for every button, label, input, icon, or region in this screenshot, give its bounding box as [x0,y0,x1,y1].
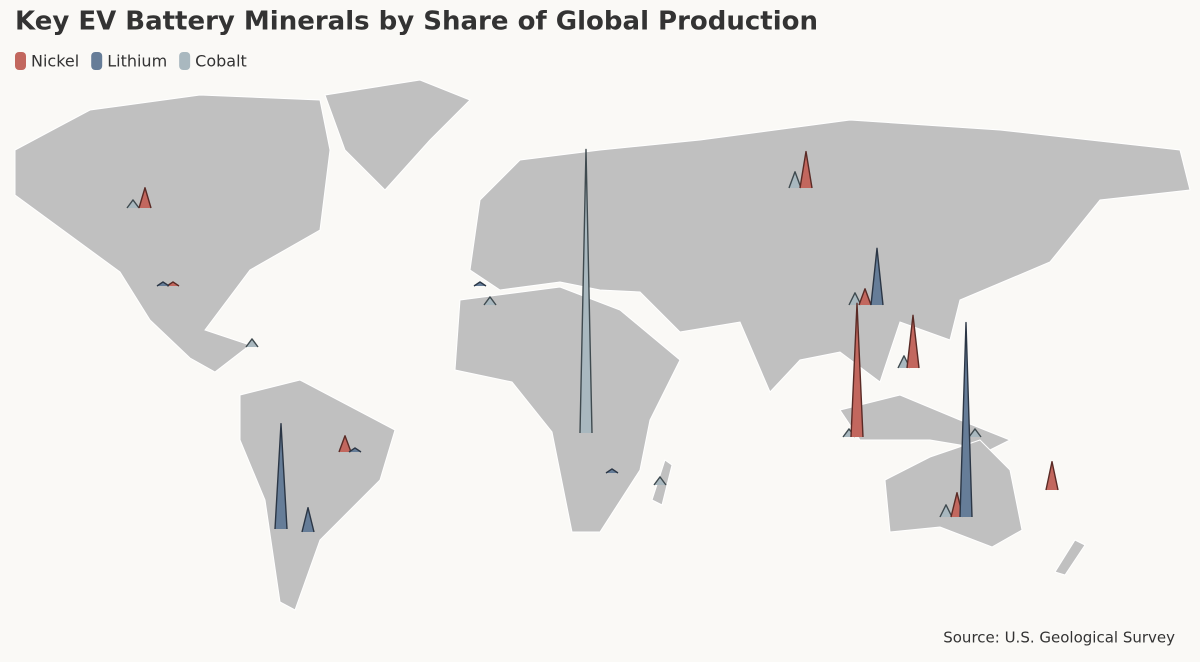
australia [884,439,1023,548]
africa [454,286,681,533]
legend-label: Lithium [107,52,167,71]
spike [788,171,802,189]
spike [166,281,180,287]
spike [959,321,973,518]
spike [126,199,140,209]
spike [579,148,593,434]
spike [301,507,315,533]
south-america [239,379,396,611]
spike [939,504,953,518]
source-note: Source: U.S. Geological Survey [943,629,1175,647]
spike [906,314,920,369]
spike [605,468,619,474]
spike [968,428,982,438]
eurasia [469,119,1191,393]
spike [348,447,362,453]
legend-swatch [91,52,103,70]
legend-label: Nickel [31,52,79,71]
chart-title: Key EV Battery Minerals by Share of Glob… [15,7,818,37]
spike [1045,460,1059,491]
legend-swatch [179,52,191,70]
spike [245,338,259,348]
spike [274,423,288,530]
world-map [14,79,1191,611]
new-zealand [1054,539,1086,576]
spike [850,302,864,438]
north-america [14,94,331,373]
legend-swatch [15,52,26,70]
spike [870,247,884,306]
spike [473,281,487,287]
greenland [324,79,471,191]
spike [138,187,152,209]
spike [653,476,667,486]
spike [156,281,170,287]
spike [799,150,813,189]
spike [338,435,352,453]
spike [858,288,872,306]
legend-label: Cobalt [195,52,247,71]
spike [483,296,497,306]
spike [848,292,862,306]
